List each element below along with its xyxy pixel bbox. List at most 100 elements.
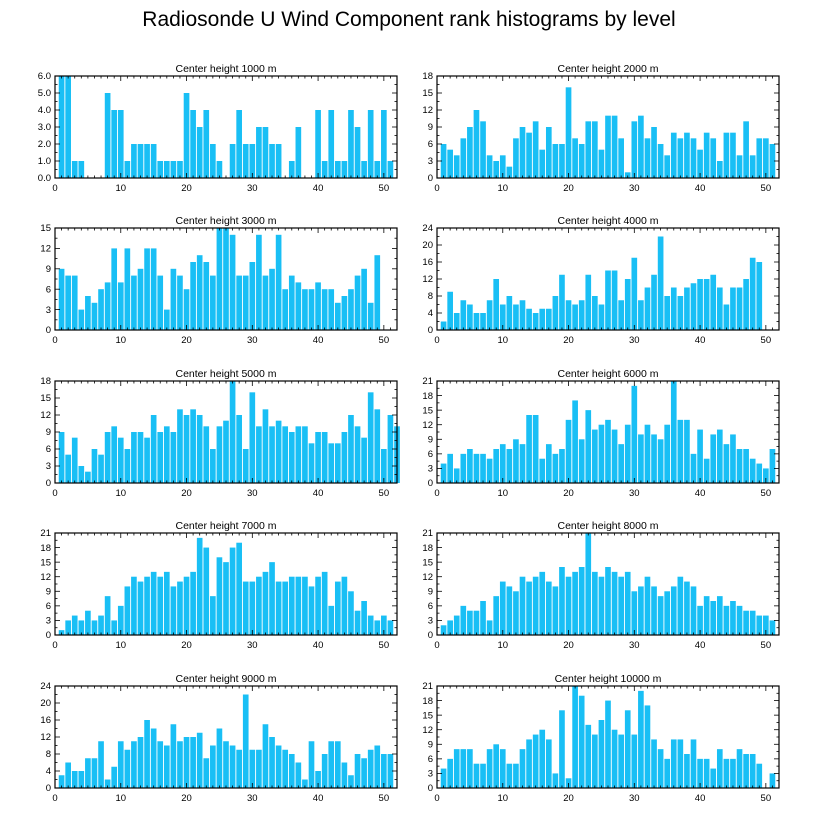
histogram-bar [467, 610, 473, 635]
y-tick-label: 5.0 [38, 88, 51, 99]
histogram-bar [334, 741, 341, 788]
histogram-bar [131, 741, 137, 788]
y-tick-label: 4 [428, 308, 433, 319]
histogram-bar [190, 409, 196, 483]
histogram-bar [624, 172, 631, 178]
histogram-bar [269, 144, 275, 178]
histogram-bar [572, 138, 578, 178]
x-tick-label: 10 [497, 183, 508, 194]
histogram-bar [756, 463, 763, 483]
y-tick-label: 12 [422, 572, 433, 583]
histogram-bar [315, 282, 321, 330]
y-tick-label: 21 [422, 681, 433, 692]
histogram-bar [598, 720, 605, 788]
histogram-bar [78, 771, 85, 788]
y-tick-label: 9 [428, 739, 433, 750]
y-tick-label: 9 [46, 427, 51, 438]
histogram-bar [605, 419, 611, 483]
histogram-bar [545, 127, 552, 178]
y-tick-label: 4 [46, 766, 51, 777]
histogram-bar [91, 302, 98, 330]
histogram-bar [282, 749, 289, 788]
histogram-bar [58, 432, 65, 483]
histogram-bar [743, 449, 749, 483]
y-tick-label: 0 [428, 630, 433, 641]
histogram-bar [532, 576, 539, 635]
y-tick-label: 15 [40, 223, 51, 234]
histogram-bar [348, 110, 354, 178]
histogram-bar [315, 432, 321, 483]
histogram-bar [236, 110, 242, 178]
y-tick-label: 15 [40, 557, 51, 568]
x-tick-label: 20 [563, 335, 574, 346]
histogram-bar [638, 115, 644, 178]
histogram-bar [58, 775, 65, 788]
histogram-panel: Center height 1000 m 0 10 20 30 40 50 0.0 1.0 2.0… [38, 63, 398, 194]
histogram-bar [256, 426, 262, 483]
histogram-bar [697, 758, 703, 788]
x-tick-label: 20 [181, 793, 192, 804]
histogram-bar [690, 453, 697, 483]
histogram-bar [71, 437, 78, 483]
histogram-bar [262, 127, 269, 178]
histogram-bar [137, 144, 144, 178]
histogram-bar [85, 471, 91, 483]
x-tick-label: 50 [379, 335, 390, 346]
histogram-bar [605, 567, 611, 635]
histogram-bar [526, 415, 532, 483]
histogram-bar [473, 313, 480, 330]
histogram-bar [321, 289, 328, 330]
histogram-bar [131, 576, 137, 635]
histogram-bar [486, 620, 493, 635]
y-tick-label: 4.0 [38, 105, 51, 116]
histogram-bar [315, 110, 321, 178]
histogram-bar [539, 458, 546, 483]
histogram-bar [256, 576, 262, 635]
histogram-bar [328, 741, 335, 788]
histogram-bar [124, 586, 131, 635]
x-tick-label: 50 [761, 793, 772, 804]
histogram-bar [670, 132, 677, 178]
x-tick-label: 0 [434, 793, 439, 804]
histogram-bar [519, 749, 526, 788]
histogram-bar [308, 289, 315, 330]
histogram-bar [736, 605, 743, 635]
histogram-bar [559, 449, 565, 483]
y-tick-label: 15 [422, 88, 433, 99]
x-tick-label: 0 [434, 335, 439, 346]
x-tick-label: 20 [563, 488, 574, 499]
histogram-bar [684, 132, 690, 178]
histogram-bar [493, 161, 500, 178]
histogram-bar [275, 420, 282, 483]
histogram-bar [611, 729, 618, 788]
histogram-bar [631, 385, 638, 483]
x-tick-label: 0 [52, 488, 57, 499]
histogram-bar [644, 138, 651, 178]
histogram-bar [585, 274, 592, 330]
histogram-bar [743, 121, 749, 178]
histogram-bar [499, 581, 506, 635]
histogram-bar [460, 605, 467, 635]
x-tick-label: 40 [695, 488, 706, 499]
histogram-bar [85, 296, 91, 330]
x-tick-label: 10 [115, 488, 126, 499]
histogram-bar [275, 234, 282, 330]
histogram-bar [85, 610, 91, 635]
histogram-bar [150, 144, 157, 178]
histogram-bar [256, 749, 262, 788]
y-tick-label: 0 [46, 630, 51, 641]
histogram-panel: Center height 8000 m 0 10 20 30 40 50 0 3 6 9 12 15 1… [422, 520, 780, 651]
histogram-bar [348, 775, 354, 788]
histogram-bar [302, 576, 308, 635]
y-tick-label: 0 [428, 325, 433, 336]
histogram-bar [163, 309, 170, 330]
histogram-bar [513, 439, 519, 483]
histogram-bar [565, 87, 572, 178]
histogram-bar [690, 586, 697, 635]
histogram-bar [381, 110, 387, 178]
x-tick-label: 10 [497, 335, 508, 346]
histogram-bar [229, 547, 236, 635]
histogram-bar [611, 429, 618, 483]
histogram-bar [302, 779, 308, 788]
histogram-bar [684, 581, 690, 635]
